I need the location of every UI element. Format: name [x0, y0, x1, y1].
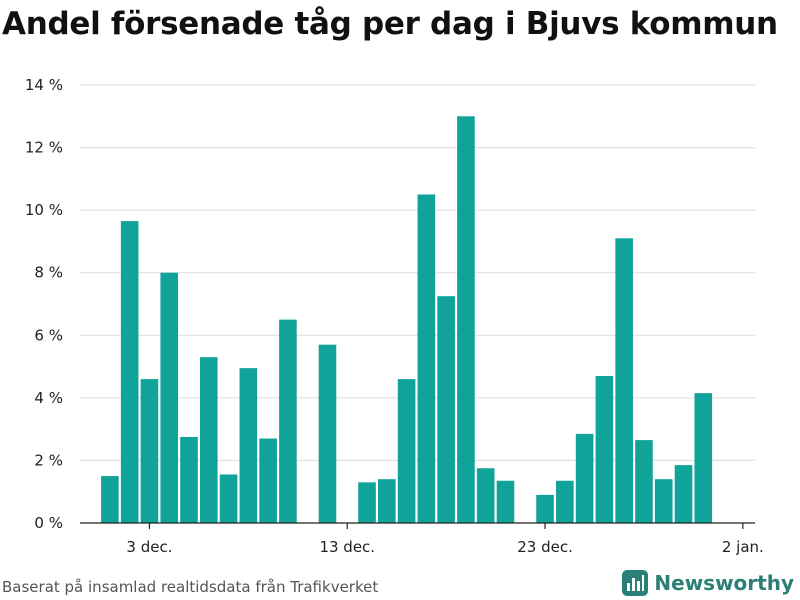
y-tick-label: 6 %: [34, 326, 63, 344]
bar: [160, 272, 179, 523]
bar: [654, 479, 673, 523]
bar: [556, 480, 574, 523]
bar: [496, 480, 515, 523]
bar: [219, 474, 238, 523]
chart-title: Andel försenade tåg per dag i Bjuvs komm…: [2, 6, 778, 42]
x-axis: 3 dec. 13 dec. 23 dec. 2 jan.: [80, 522, 764, 556]
bar: [437, 296, 455, 523]
bar: [199, 357, 218, 523]
y-tick-label: 10 %: [25, 201, 63, 219]
source-note: Baserat på insamlad realtidsdata från Tr…: [2, 578, 379, 596]
bar: [417, 194, 436, 523]
y-tick-label: 0 %: [34, 514, 63, 532]
x-tick-label: 2 jan.: [722, 538, 764, 556]
bar: [259, 438, 277, 523]
bar: [575, 433, 594, 523]
gridlines: [80, 84, 755, 461]
bar: [595, 375, 614, 523]
bar: [397, 379, 416, 523]
y-tick-label: 12 %: [25, 139, 63, 157]
bar: [536, 494, 554, 523]
y-axis-ticks: 0 % 2 % 4 % 6 % 8 % 10 % 12 % 14 %: [25, 76, 63, 532]
brand-name: Newsworthy: [654, 571, 794, 595]
bar: [358, 482, 376, 523]
bar: [140, 379, 159, 523]
bars: [101, 116, 713, 524]
x-tick-label: 23 dec.: [517, 538, 573, 556]
y-tick-label: 14 %: [25, 76, 63, 94]
x-tick-label: 3 dec.: [126, 538, 172, 556]
bar: [101, 476, 119, 523]
bar-chart: 0 % 2 % 4 % 6 % 8 % 10 % 12 % 14 % 3 dec. 13 dec…: [25, 76, 764, 556]
bar: [180, 436, 198, 523]
bar-chart-logo-icon: [622, 570, 649, 596]
bar: [318, 344, 337, 523]
bar: [239, 368, 258, 523]
newsworthy-logo[interactable]: Newsworthy: [622, 568, 794, 598]
bar: [378, 479, 396, 523]
y-tick-label: 4 %: [34, 389, 63, 407]
x-tick-label: 13 dec.: [319, 538, 375, 556]
bar: [635, 440, 653, 523]
bar: [674, 465, 693, 523]
y-tick-label: 2 %: [34, 451, 63, 469]
y-tick-label: 8 %: [34, 264, 63, 282]
bar: [457, 116, 475, 523]
bar: [615, 238, 633, 524]
bar: [279, 319, 297, 523]
bar: [120, 221, 139, 523]
bar: [476, 468, 495, 523]
bar: [694, 393, 713, 523]
